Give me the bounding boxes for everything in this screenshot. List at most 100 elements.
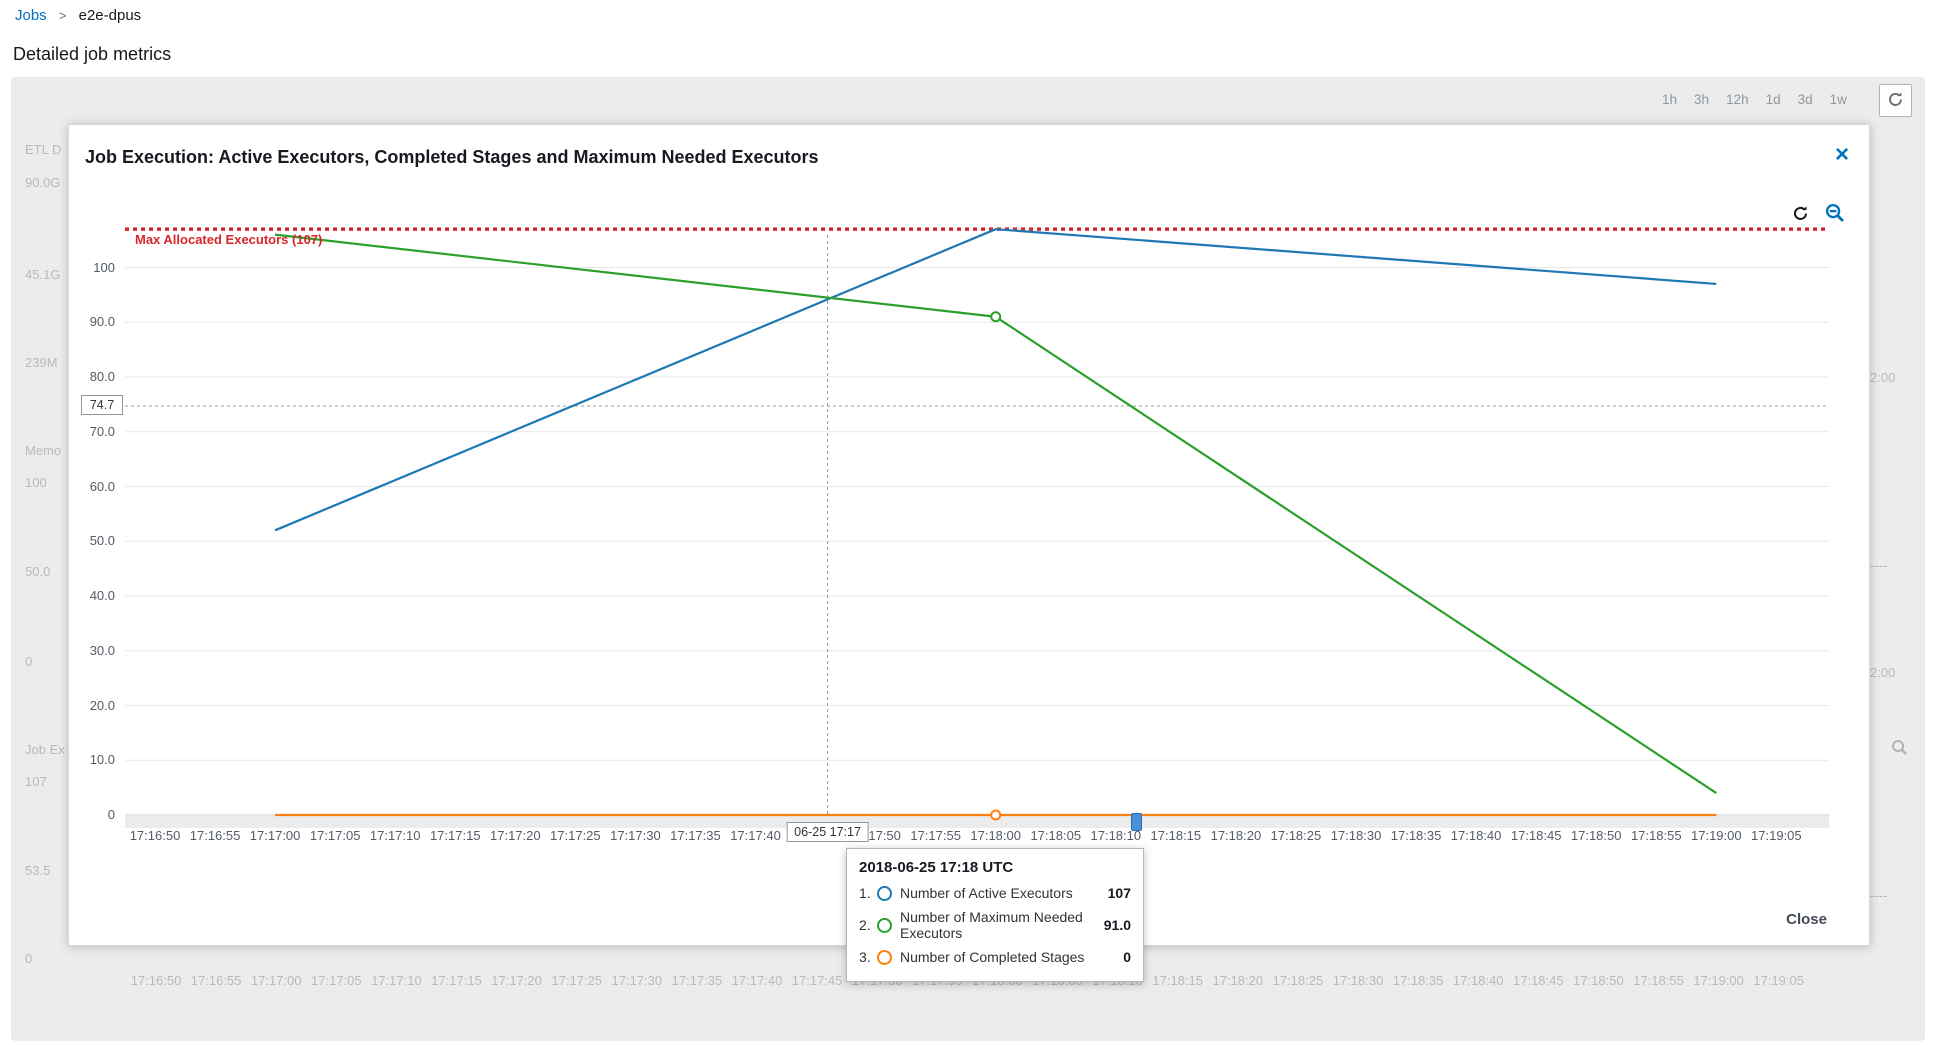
x-axis-tick: 17:18:55 — [1630, 828, 1682, 843]
background-time-tick: 17:18:20 — [1212, 973, 1264, 988]
background-axis-label: 100 — [25, 475, 47, 490]
tooltip-row-index: 3. — [859, 949, 871, 965]
series-number-of-active-executors — [274, 228, 1717, 532]
time-range-option-1h[interactable]: 1h — [1662, 92, 1678, 107]
tooltip-row: 3. Number of Completed Stages 0 — [859, 949, 1131, 965]
x-axis-tick: 17:18:10 — [1090, 828, 1142, 843]
x-axis-tick: 17:19:05 — [1751, 828, 1802, 843]
background-time-tick: 17:18:25 — [1272, 973, 1324, 988]
x-axis-tick: 17:18:20 — [1210, 828, 1262, 843]
background-time-tick: 17:17:20 — [491, 973, 542, 988]
close-button[interactable]: Close — [1780, 910, 1833, 929]
background-axis-label: 0 — [25, 654, 33, 669]
x-axis-tick: 17:18:30 — [1330, 828, 1382, 843]
background-time-tick: 17:16:55 — [190, 973, 242, 988]
time-range-selector: 1h 3h 12h 1d 3d 1w — [1662, 92, 1847, 107]
chart-tooltip: 2018-06-25 17:18 UTC 1. Number of Active … — [846, 848, 1144, 982]
timeline-marker-handle[interactable] — [1131, 813, 1142, 831]
x-axis-tick: 17:18:45 — [1510, 828, 1562, 843]
modal-close-icon[interactable]: × — [1834, 141, 1849, 168]
background-time-tick: 17:18:45 — [1512, 973, 1564, 988]
background-time-tick: 17:17:25 — [551, 973, 602, 988]
x-axis-tick: 17:18:05 — [1030, 828, 1082, 843]
background-time-tick: 17:17:35 — [671, 973, 723, 988]
tooltip-series-value: 0 — [1123, 949, 1131, 965]
background-time-tick: 17:18:50 — [1573, 973, 1624, 988]
tooltip-series-label: Number of Maximum Needed Executors — [900, 909, 1083, 941]
y-axis-tick: 50.0 — [89, 533, 115, 549]
x-axis-tick: 17:17:55 — [910, 828, 961, 843]
x-axis-tick: 17:17:05 — [309, 828, 361, 843]
crosshair-time-label: 06-25 17:17 — [786, 822, 869, 842]
crosshair-value-label: 74.7 — [81, 395, 123, 416]
series-marker-number-of-maximum-needed-executors — [990, 311, 1002, 323]
background-axis-label: 2:00 — [1870, 665, 1896, 680]
background-time-tick: 17:17:00 — [250, 973, 302, 988]
modal-title: Job Execution: Active Executors, Complet… — [85, 147, 819, 167]
background-axis-label: 107 — [25, 774, 47, 789]
x-axis-tick: 17:18:00 — [970, 828, 1021, 843]
breadcrumb-separator: > — [58, 8, 67, 23]
panel-refresh-button[interactable] — [1879, 84, 1912, 117]
x-axis-tick: 17:17:15 — [429, 828, 481, 843]
background-axis-label: ---- — [1870, 558, 1888, 573]
timeline-track[interactable] — [125, 816, 1829, 828]
time-range-option-12h[interactable]: 12h — [1726, 92, 1749, 107]
background-axis-label: 0 — [25, 951, 33, 966]
series-color-dot-icon — [877, 917, 892, 933]
tooltip-series-label: Number of Active Executors — [900, 885, 1073, 901]
background-axis-label: 90.0G — [25, 175, 61, 190]
background-time-tick: 17:17:40 — [731, 973, 783, 988]
breadcrumb-jobs-link[interactable]: Jobs — [15, 7, 47, 24]
background-zoom-icon — [1891, 739, 1908, 761]
background-axis-label: 50.0 — [25, 564, 51, 579]
chart-zoom-out-icon[interactable] — [1825, 203, 1845, 223]
tooltip-row-index: 1. — [859, 885, 871, 901]
x-axis-tick: 17:16:55 — [189, 828, 241, 843]
chart-canvas — [125, 227, 1829, 828]
y-axis-tick: 10.0 — [89, 752, 115, 768]
y-axis-tick: 70.0 — [89, 423, 115, 439]
y-axis-tick: 100 — [93, 259, 115, 275]
time-range-option-3d[interactable]: 3d — [1797, 92, 1813, 107]
background-time-tick: 17:17:05 — [310, 973, 362, 988]
x-axis-tick: 17:18:15 — [1150, 828, 1202, 843]
background-axis-label: 2:00 — [1870, 370, 1896, 385]
background-time-tick: 17:17:15 — [431, 973, 482, 988]
tooltip-row: 2. Number of Maximum Needed Executors 91.0 — [859, 909, 1131, 941]
background-time-tick: 17:17:30 — [611, 973, 663, 988]
time-range-option-3h[interactable]: 3h — [1694, 92, 1710, 107]
background-time-tick: 17:17:45 — [791, 973, 843, 988]
max-allocated-executors-label: Max Allocated Executors (107) — [135, 232, 323, 247]
tooltip-series-value: 91.0 — [1103, 917, 1131, 933]
y-axis-tick: 30.0 — [89, 642, 115, 658]
time-range-option-1d[interactable]: 1d — [1765, 92, 1781, 107]
tooltip-row-index: 2. — [859, 917, 871, 933]
tooltip-series-value: 107 — [1107, 885, 1131, 901]
background-axis-label: 53.5 — [25, 863, 51, 878]
x-axis-tick: 17:17:20 — [489, 828, 541, 843]
series-color-dot-icon — [877, 885, 892, 901]
series-marker-number-of-completed-stages — [990, 809, 1002, 821]
tooltip-rows: 1. Number of Active Executors 107 2. Number … — [859, 885, 1131, 965]
background-time-tick: 17:18:55 — [1633, 973, 1684, 988]
background-time-tick: 17:18:15 — [1152, 973, 1203, 988]
x-axis-tick: 17:19:00 — [1690, 828, 1742, 843]
x-axis-tick: 17:17:10 — [369, 828, 421, 843]
background-axis-label: Memo — [25, 443, 62, 458]
y-axis-tick: 60.0 — [89, 478, 115, 494]
y-axis-tick: 80.0 — [89, 369, 115, 384]
background-time-tick: 17:16:50 — [130, 973, 182, 988]
chart-refresh-icon[interactable] — [1792, 205, 1809, 222]
x-axis-tick: 17:17:35 — [670, 828, 721, 843]
page-title: Detailed job metrics — [13, 44, 172, 64]
x-axis-tick: 17:16:50 — [129, 828, 181, 843]
chart-modal: Job Execution: Active Executors, Complet… — [68, 124, 1870, 946]
tooltip-series-label: Number of Completed Stages — [900, 949, 1085, 965]
time-range-option-1w[interactable]: 1w — [1829, 92, 1847, 107]
x-axis-tick: 17:18:35 — [1390, 828, 1442, 843]
background-axis-label: ---- — [1870, 888, 1888, 903]
y-axis-tick: 40.0 — [89, 588, 115, 603]
background-axis-label: 45.1G — [25, 267, 61, 282]
